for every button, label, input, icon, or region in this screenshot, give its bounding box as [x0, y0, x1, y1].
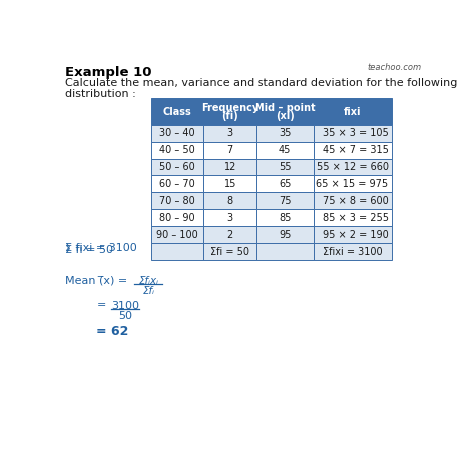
Text: teachoo.com: teachoo.com: [368, 63, 422, 72]
Text: Example 10: Example 10: [65, 66, 152, 79]
Text: 35 × 3 = 105: 35 × 3 = 105: [323, 128, 389, 138]
Bar: [203, 192, 256, 210]
Text: 50 – 60: 50 – 60: [159, 162, 195, 172]
Text: (xi): (xi): [276, 111, 294, 121]
Bar: [314, 210, 392, 226]
Text: fixi: fixi: [344, 107, 362, 117]
Bar: [314, 175, 392, 192]
Text: = 62: = 62: [96, 325, 129, 338]
Text: Σ fi = 50: Σ fi = 50: [65, 245, 113, 255]
Bar: [314, 158, 392, 175]
Text: Σfᵢ: Σfᵢ: [142, 285, 155, 296]
Text: 35: 35: [279, 128, 292, 138]
Bar: [256, 99, 314, 125]
Text: Mean (̅x) =: Mean (̅x) =: [65, 275, 128, 285]
Bar: [256, 210, 314, 226]
Text: 90 – 100: 90 – 100: [156, 230, 198, 240]
Text: 55 × 12 = 660: 55 × 12 = 660: [317, 162, 389, 172]
Text: Frequency: Frequency: [201, 103, 258, 113]
Bar: [256, 226, 314, 243]
Text: 12: 12: [224, 162, 236, 172]
Text: 65 × 15 = 975: 65 × 15 = 975: [317, 179, 389, 189]
Text: 80 – 90: 80 – 90: [159, 213, 195, 223]
Bar: [314, 243, 392, 260]
Text: Class: Class: [163, 107, 191, 117]
Text: 70 – 80: 70 – 80: [159, 196, 195, 206]
Bar: [314, 192, 392, 210]
Bar: [151, 243, 203, 260]
Text: 45 × 7 = 315: 45 × 7 = 315: [323, 145, 389, 155]
Bar: [314, 226, 392, 243]
Bar: [151, 226, 203, 243]
Bar: [256, 243, 314, 260]
Bar: [314, 142, 392, 158]
Text: 2: 2: [227, 230, 233, 240]
Text: 3: 3: [227, 128, 233, 138]
Bar: [151, 158, 203, 175]
Bar: [256, 125, 314, 142]
Bar: [314, 125, 392, 142]
Text: 3: 3: [227, 213, 233, 223]
Bar: [203, 243, 256, 260]
Text: 55: 55: [279, 162, 292, 172]
Bar: [151, 210, 203, 226]
Text: 8: 8: [227, 196, 233, 206]
Bar: [203, 175, 256, 192]
Bar: [203, 158, 256, 175]
Bar: [203, 142, 256, 158]
Text: 7: 7: [227, 145, 233, 155]
Text: 95: 95: [279, 230, 292, 240]
Text: 40 – 50: 40 – 50: [159, 145, 195, 155]
Text: 15: 15: [224, 179, 236, 189]
Text: Σfᵢxᵢ: Σfᵢxᵢ: [138, 276, 158, 286]
Text: 85 × 3 = 255: 85 × 3 = 255: [323, 213, 389, 223]
Text: 3100: 3100: [111, 301, 139, 311]
Text: =: =: [96, 300, 106, 310]
Text: 75 × 8 = 600: 75 × 8 = 600: [323, 196, 389, 206]
Text: 50: 50: [118, 311, 132, 321]
Text: 30 – 40: 30 – 40: [159, 128, 195, 138]
Text: 85: 85: [279, 213, 292, 223]
Text: (fi): (fi): [221, 111, 238, 121]
Text: 95 × 2 = 190: 95 × 2 = 190: [323, 230, 389, 240]
Text: 65: 65: [279, 179, 292, 189]
Text: Σfixi = 3100: Σfixi = 3100: [323, 246, 383, 257]
Text: Σfi = 50: Σfi = 50: [210, 246, 249, 257]
Text: Mid – point: Mid – point: [255, 103, 316, 113]
Bar: [203, 226, 256, 243]
Bar: [256, 142, 314, 158]
Text: 75: 75: [279, 196, 292, 206]
Bar: [151, 142, 203, 158]
Bar: [151, 175, 203, 192]
Text: 60 – 70: 60 – 70: [159, 179, 195, 189]
Text: 45: 45: [279, 145, 292, 155]
Bar: [256, 175, 314, 192]
Text: distribution :: distribution :: [65, 89, 136, 99]
Bar: [151, 125, 203, 142]
Bar: [203, 125, 256, 142]
Text: Calculate the mean, variance and standard deviation for the following: Calculate the mean, variance and standar…: [65, 78, 458, 88]
Bar: [203, 99, 256, 125]
Bar: [256, 192, 314, 210]
Text: Σ fixi = 3100: Σ fixi = 3100: [65, 243, 137, 253]
Bar: [151, 192, 203, 210]
Bar: [256, 158, 314, 175]
Bar: [203, 210, 256, 226]
Bar: [314, 99, 392, 125]
Bar: [151, 99, 203, 125]
